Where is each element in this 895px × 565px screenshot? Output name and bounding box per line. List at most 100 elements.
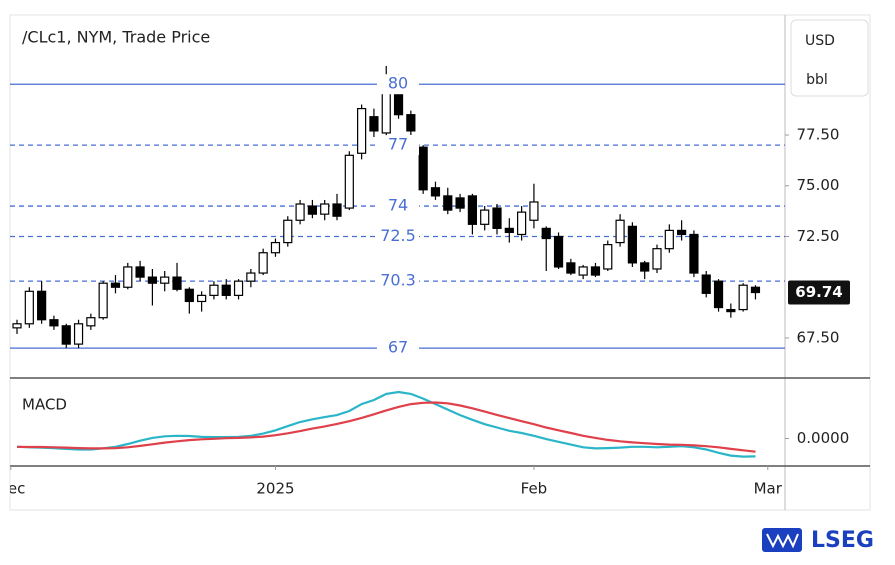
candle-body (677, 229, 687, 236)
x-axis: Dec 2025 Feb Mar (0, 466, 783, 498)
level-labels: 80 77 74 72.5 70.3 67 (377, 74, 419, 359)
candle-body (307, 205, 317, 215)
brand-logo: LSEG (762, 528, 874, 553)
candle-body (135, 266, 145, 278)
candle-body (160, 276, 170, 284)
candle-body (640, 262, 650, 272)
candle-body (566, 262, 576, 274)
level-label-bg (377, 135, 419, 156)
candle-body (750, 286, 761, 294)
y-tick-label: 72.50 (797, 227, 840, 245)
candle-body (504, 227, 514, 234)
candle-body (652, 248, 662, 270)
level-label-bg (377, 74, 419, 95)
x-tick-label: Dec (0, 480, 25, 498)
level-label: 77 (388, 135, 408, 154)
candle-body (246, 272, 256, 282)
candle-body (553, 235, 564, 268)
candle-body (701, 274, 711, 294)
last-price-tag (788, 280, 850, 305)
candle-body (283, 219, 293, 244)
unit-box (790, 19, 869, 97)
candle-body (172, 276, 182, 290)
level-label: 74 (388, 196, 408, 215)
candle-body (110, 282, 121, 288)
x-tick-label: Feb (521, 480, 548, 498)
last-price-label: 69.74 (795, 283, 842, 301)
chart-title: /CLc1, NYM, Trade Price (22, 28, 210, 47)
candle-body (430, 187, 441, 197)
candle-body (147, 276, 157, 284)
candle-body (344, 154, 354, 209)
candle-body (713, 280, 724, 309)
unit-label: bbl (806, 72, 828, 88)
y-tick-label: 67.50 (797, 329, 840, 347)
candle-body (73, 323, 84, 345)
candle-body (578, 266, 588, 276)
macd-line (16, 390, 756, 458)
candle-body (270, 241, 281, 254)
candle-body (221, 284, 231, 296)
candle-body (455, 197, 465, 209)
candle-body (12, 323, 22, 329)
candle-body (541, 227, 551, 240)
level-label: 80 (388, 74, 408, 93)
y-tick-label: 75.00 (797, 176, 840, 194)
candle-body (184, 288, 194, 303)
x-tick-label: 2025 (256, 480, 294, 498)
candle-body (418, 146, 428, 191)
candle-body (603, 244, 613, 270)
candle-body (689, 233, 699, 274)
candle-body (61, 325, 71, 345)
candle-body (209, 284, 219, 296)
candle-body (726, 308, 736, 313)
candle-body (295, 203, 305, 221)
candle-body (492, 207, 502, 229)
macd-panel (16, 390, 756, 458)
candle-body (738, 284, 748, 311)
level-label-bg (377, 338, 419, 359)
candle-body (615, 219, 625, 244)
logo-mark (766, 533, 799, 549)
x-tick-label: Mar (754, 480, 783, 498)
y-tick-label: 77.50 (797, 125, 840, 143)
level-label: 70.3 (380, 271, 416, 290)
currency-label: USD (805, 33, 835, 49)
chart-frame (9, 14, 871, 511)
candle-body (443, 195, 453, 211)
candle-body (24, 290, 34, 325)
candles (12, 65, 761, 349)
candle-body (123, 266, 133, 288)
candle-body (664, 229, 674, 250)
candle-body (590, 266, 601, 276)
y-axis: 67.50 72.50 75.00 77.50 69.74 0.0000 (785, 125, 850, 447)
candle-body (86, 317, 96, 327)
macd-y-tick-label: 0.0000 (797, 429, 850, 447)
candle-body (320, 203, 330, 215)
level-label-bg (377, 226, 419, 247)
macd-title: MACD (22, 396, 67, 414)
candle-body (529, 201, 539, 221)
candle-body (233, 280, 244, 296)
candle-body (467, 195, 477, 225)
candle-body (480, 209, 490, 225)
candle-body (627, 225, 637, 264)
level-label-bg (377, 271, 419, 292)
candle-body (369, 116, 379, 132)
level-label-bg (377, 196, 419, 217)
candle-body (98, 282, 108, 319)
brand-name: LSEG (811, 528, 874, 553)
candle-body (197, 294, 207, 303)
level-label: 67 (388, 338, 408, 357)
candle-body (517, 211, 527, 236)
candle-body (357, 107, 367, 154)
candle-body (49, 319, 59, 327)
macd-line (16, 401, 756, 453)
candle-body (406, 114, 416, 132)
candle-body (332, 203, 342, 217)
level-label: 72.5 (380, 226, 416, 245)
candle-body (37, 290, 47, 321)
candle-body (258, 252, 268, 274)
